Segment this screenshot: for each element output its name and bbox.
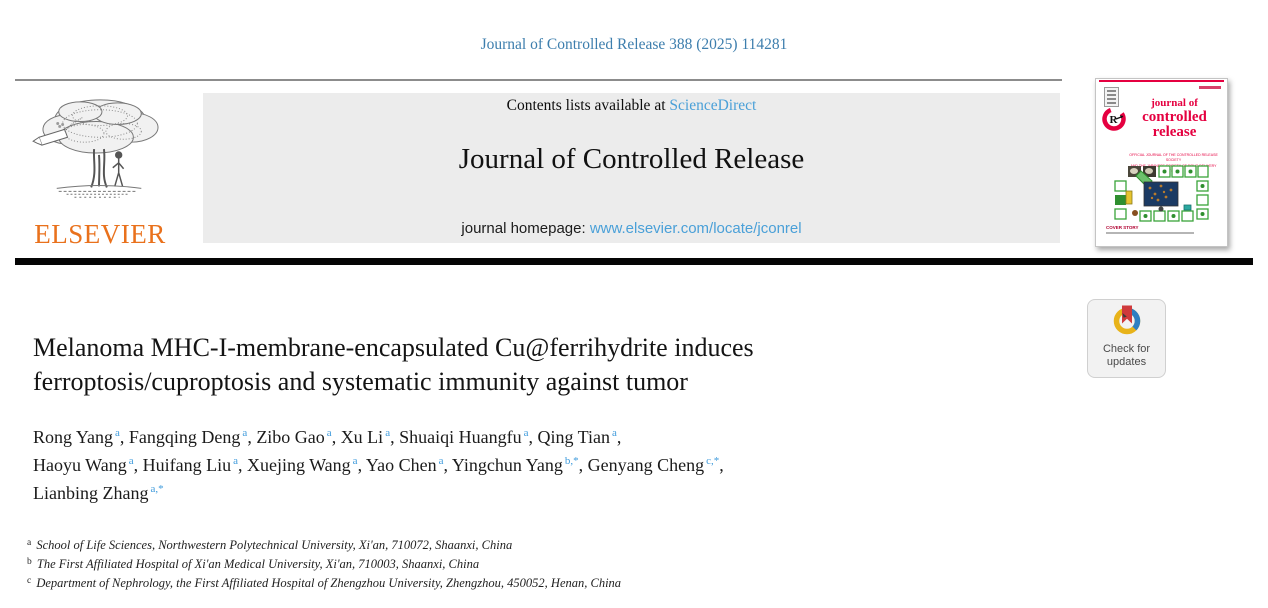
cover-story-label: COVER STORY xyxy=(1106,225,1139,230)
author: Fangqing Deng a xyxy=(128,427,248,447)
affiliation: b The First Affiliated Hospital of Xi'an… xyxy=(27,556,480,571)
check-for-updates-label: Check for updates xyxy=(1102,343,1151,368)
author: Yao Chen a xyxy=(365,454,444,475)
cover-story-caption-bar xyxy=(1106,232,1194,234)
author: Genyang Cheng c,* xyxy=(587,454,720,475)
svg-text:R: R xyxy=(1110,114,1119,126)
elsevier-wordmark: ELSEVIER xyxy=(34,219,166,249)
cover-art-graphic xyxy=(1114,165,1209,222)
contents-line: Contents lists available at ScienceDirec… xyxy=(203,97,1060,115)
check-for-updates-icon xyxy=(1113,305,1140,335)
elsevier-tree-icon xyxy=(32,99,159,198)
cover-top-rule xyxy=(1099,80,1224,82)
author: Huifang Liu a xyxy=(142,454,238,475)
author: Lianbing Zhang a,* xyxy=(33,482,164,503)
author: Qing Tian a xyxy=(537,427,617,447)
issn-text-bar xyxy=(1199,86,1221,89)
crs-logo-icon: R xyxy=(1102,107,1126,131)
author: Rong Yang a xyxy=(33,427,120,447)
masthead-divider-bar xyxy=(15,258,1253,265)
article-title: Melanoma MHC-I-membrane-encapsulated Cu@… xyxy=(33,333,754,397)
affiliation: c Department of Nephrology, the First Af… xyxy=(27,575,622,590)
cover-title-line: release xyxy=(1152,124,1197,141)
top-divider-rule xyxy=(15,79,1062,81)
homepage-line: journal homepage: www.elsevier.com/locat… xyxy=(203,220,1060,237)
journal-title: Journal of Controlled Release xyxy=(458,143,805,175)
homepage-link[interactable]: www.elsevier.com/locate/jconrel xyxy=(589,220,802,237)
society-stamp-icon xyxy=(1104,87,1119,107)
author: Xuejing Wang a xyxy=(246,454,358,475)
masthead-banner: Contents lists available at ScienceDirec… xyxy=(203,93,1060,243)
elsevier-logo: ELSEVIER xyxy=(28,94,172,250)
sciencedirect-link[interactable]: ScienceDirect xyxy=(669,97,757,114)
homepage-prefix: journal homepage: xyxy=(461,220,590,237)
cover-story-block: COVER STORY xyxy=(1106,225,1194,234)
author: Xu Li a xyxy=(340,427,391,447)
journal-cover-thumbnail: R journal of controlled release OFFICIAL… xyxy=(1095,78,1228,247)
cover-title-line: journal of xyxy=(1151,97,1198,109)
affiliation: a School of Life Sciences, Northwestern … xyxy=(27,538,513,552)
check-for-updates-badge[interactable]: Check for updates xyxy=(1087,299,1166,378)
journal-citation: Journal of Controlled Release 388 (2025)… xyxy=(480,36,788,53)
contents-prefix: Contents lists available at xyxy=(506,97,670,114)
author-list: Rong Yang a, Fangqing Deng a, Zibo Gao a, X… xyxy=(33,427,724,503)
cover-journal-title: journal of controlled release xyxy=(1126,97,1223,141)
cover-title-line: controlled xyxy=(1142,108,1207,125)
author: Haoyu Wang a xyxy=(33,454,134,475)
author: Yingchun Yang b,* xyxy=(451,454,579,475)
author: Shuaiqi Huangfu a xyxy=(399,427,529,447)
affiliation-list: a School of Life Sciences, Northwestern … xyxy=(27,536,621,592)
author: Zibo Gao a xyxy=(256,427,332,447)
